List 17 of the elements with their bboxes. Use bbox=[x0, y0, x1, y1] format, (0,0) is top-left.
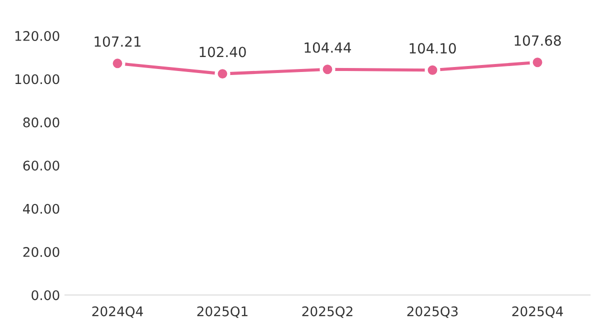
y-tick-label: 120.00 bbox=[15, 31, 60, 41]
x-tick-label: 2025Q3 bbox=[407, 306, 458, 318]
data-label: 102.40 bbox=[200, 46, 246, 58]
y-tick-label: 60.00 bbox=[23, 160, 60, 171]
x-tick-label: 2024Q4 bbox=[92, 306, 143, 318]
x-tick-label: 2025Q4 bbox=[512, 306, 563, 318]
data-label: 107.68 bbox=[514, 35, 561, 46]
x-tick-label: 2025Q2 bbox=[302, 306, 352, 318]
y-tick-label: 40.00 bbox=[23, 204, 60, 214]
data-label: 104.44 bbox=[304, 42, 352, 53]
data-label: 104.10 bbox=[410, 43, 456, 54]
x-tick-label: 2025Q1 bbox=[197, 306, 248, 318]
y-tick-label: 20.00 bbox=[23, 247, 60, 257]
y-tick-label: 80.00 bbox=[23, 117, 60, 128]
y-tick-label: 0.00 bbox=[32, 290, 60, 300]
data-label: 107.21 bbox=[94, 36, 141, 47]
y-tick-label: 100.00 bbox=[15, 74, 60, 84]
